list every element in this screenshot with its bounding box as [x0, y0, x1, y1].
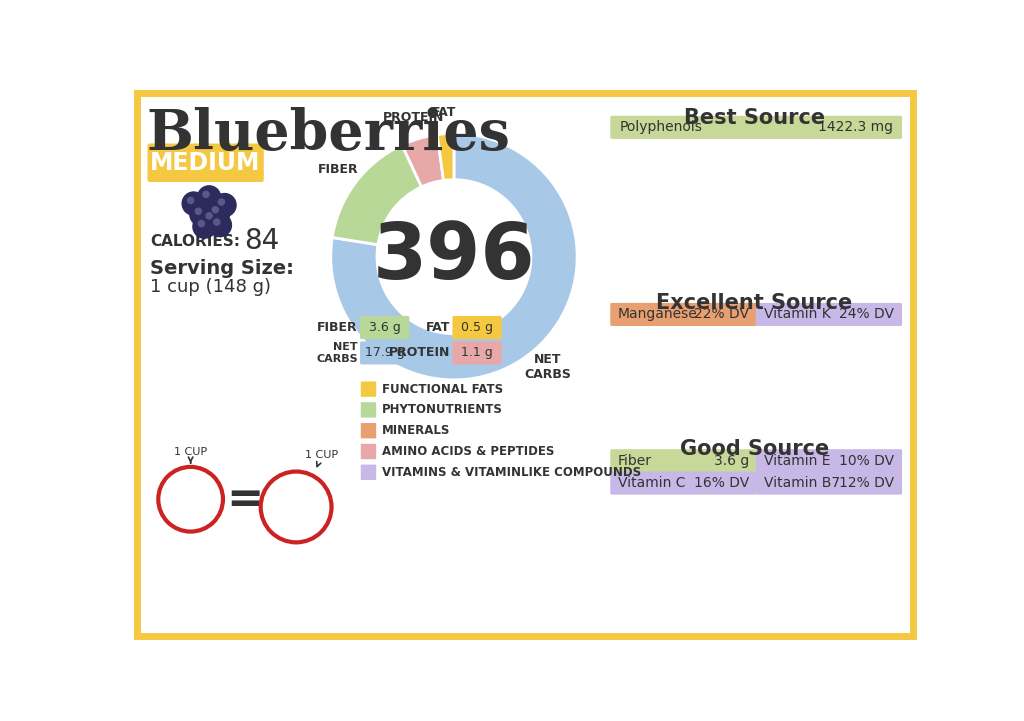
Wedge shape — [437, 133, 454, 180]
Text: NET
CARBS: NET CARBS — [524, 353, 571, 381]
Text: 1 CUP: 1 CUP — [305, 451, 338, 466]
Wedge shape — [402, 135, 443, 187]
Text: Vitamin B7: Vitamin B7 — [764, 476, 840, 490]
Circle shape — [203, 191, 209, 198]
Text: Vitamin K: Vitamin K — [764, 307, 830, 322]
Text: VITAMINS & VITAMINLIKE COMPOUNDS: VITAMINS & VITAMINLIKE COMPOUNDS — [382, 466, 641, 479]
Circle shape — [212, 207, 218, 213]
Circle shape — [206, 213, 212, 219]
Text: Vitamin E: Vitamin E — [764, 454, 830, 468]
Text: 24% DV: 24% DV — [840, 307, 894, 322]
Text: Manganese: Manganese — [617, 307, 697, 322]
Text: 16% DV: 16% DV — [693, 476, 749, 490]
Text: PROTEIN: PROTEIN — [389, 346, 451, 360]
Text: Good Source: Good Source — [680, 439, 828, 459]
FancyBboxPatch shape — [756, 449, 902, 472]
Text: FAT: FAT — [426, 321, 451, 334]
Circle shape — [213, 193, 237, 216]
Text: Blueberries: Blueberries — [146, 107, 510, 162]
Text: 12% DV: 12% DV — [840, 476, 894, 490]
Text: FAT: FAT — [432, 106, 457, 119]
Text: 396: 396 — [373, 218, 536, 295]
Text: Serving Size:: Serving Size: — [150, 259, 294, 278]
Circle shape — [208, 213, 231, 236]
Text: 17.9 g: 17.9 g — [365, 346, 404, 360]
Circle shape — [201, 208, 223, 231]
Circle shape — [182, 192, 205, 215]
FancyBboxPatch shape — [360, 316, 410, 339]
Text: 10% DV: 10% DV — [840, 454, 894, 468]
Text: Excellent Source: Excellent Source — [656, 293, 852, 313]
Wedge shape — [331, 133, 578, 380]
FancyBboxPatch shape — [610, 449, 757, 472]
Text: PROTEIN: PROTEIN — [383, 111, 443, 124]
Text: 0.5 g: 0.5 g — [461, 321, 494, 334]
Text: Polyphenols: Polyphenols — [620, 120, 702, 134]
Circle shape — [193, 215, 216, 238]
Text: Fiber: Fiber — [617, 454, 652, 468]
Text: MINERALS: MINERALS — [382, 424, 450, 437]
Circle shape — [196, 208, 202, 214]
Wedge shape — [332, 145, 422, 244]
FancyBboxPatch shape — [147, 143, 264, 182]
Text: AMINO ACIDS & PEPTIDES: AMINO ACIDS & PEPTIDES — [382, 445, 554, 458]
Text: 1 cup (148 g): 1 cup (148 g) — [150, 278, 270, 296]
FancyBboxPatch shape — [610, 303, 757, 326]
Text: Vitamin C: Vitamin C — [617, 476, 685, 490]
Circle shape — [187, 198, 194, 203]
Text: FIBER: FIBER — [318, 163, 358, 176]
Text: 22% DV: 22% DV — [694, 307, 749, 322]
Text: FIBER: FIBER — [317, 321, 357, 334]
FancyBboxPatch shape — [756, 303, 902, 326]
FancyBboxPatch shape — [453, 341, 502, 365]
FancyBboxPatch shape — [360, 402, 376, 417]
FancyBboxPatch shape — [453, 316, 502, 339]
Text: PHYTONUTRIENTS: PHYTONUTRIENTS — [382, 404, 503, 417]
FancyBboxPatch shape — [360, 464, 376, 480]
Text: 3.6 g: 3.6 g — [714, 454, 749, 468]
FancyBboxPatch shape — [756, 472, 902, 495]
FancyBboxPatch shape — [610, 116, 902, 139]
Circle shape — [189, 203, 213, 226]
FancyBboxPatch shape — [360, 341, 410, 365]
FancyBboxPatch shape — [360, 423, 376, 438]
Text: NET
CARBS: NET CARBS — [316, 342, 357, 363]
Text: FUNCTIONAL FATS: FUNCTIONAL FATS — [382, 383, 503, 396]
Circle shape — [198, 186, 220, 209]
FancyBboxPatch shape — [360, 381, 376, 397]
Circle shape — [199, 221, 205, 226]
Text: CALORIES:: CALORIES: — [150, 234, 240, 249]
Text: =: = — [226, 478, 263, 521]
FancyBboxPatch shape — [360, 444, 376, 459]
Text: 1 CUP: 1 CUP — [174, 447, 207, 463]
Circle shape — [214, 219, 220, 225]
FancyBboxPatch shape — [610, 472, 757, 495]
Text: 1422.3 mg: 1422.3 mg — [818, 120, 893, 134]
Text: 1.1 g: 1.1 g — [461, 346, 493, 360]
Text: Best Source: Best Source — [684, 108, 824, 128]
Text: MEDIUM: MEDIUM — [151, 151, 260, 174]
Text: 3.6 g: 3.6 g — [369, 321, 400, 334]
Circle shape — [207, 201, 230, 224]
Circle shape — [218, 199, 224, 205]
Text: 84: 84 — [245, 227, 280, 255]
